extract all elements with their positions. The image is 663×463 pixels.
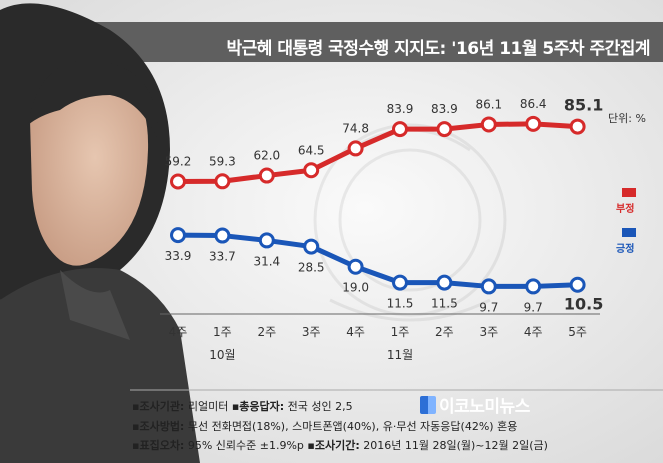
data-label-positive: 11.5 [431, 297, 458, 311]
data-point-negative [258, 167, 275, 184]
x-tick-label: 2주 [257, 325, 276, 339]
data-label-positive: 28.5 [298, 261, 325, 275]
data-label-positive: 9.7 [479, 300, 498, 314]
data-point-positive [525, 278, 542, 295]
data-label-positive: 19.0 [342, 281, 369, 295]
data-label-negative: 85.1 [564, 96, 603, 115]
footnote-line-2: ▪조사방법: 무선 전화면접(18%), 스마트폰앱(40%), 유·무선 자동… [132, 418, 517, 434]
month-label: 10월 [209, 348, 235, 362]
legend-label-positive: 긍정 [616, 244, 635, 255]
data-point-positive [392, 274, 408, 291]
data-point-negative [214, 173, 231, 190]
x-tick-label: 3주 [479, 325, 498, 339]
data-point-positive [303, 238, 320, 255]
chart-title: 박근혜 대통령 국정수행 지지도: '16년 11월 5주차 주간집계 [226, 39, 650, 59]
data-point-positive [258, 232, 275, 249]
footnote-key: ▪조사기관: [132, 400, 185, 413]
data-point-negative [525, 115, 542, 132]
data-label-negative: 59.3 [209, 154, 236, 168]
data-point-negative [392, 121, 408, 138]
series-line-negative [175, 121, 581, 184]
logo-text: 이코노미뉴스 [439, 397, 530, 417]
data-label-negative: 62.0 [253, 149, 280, 163]
footnote-key: ▪표집오차: [132, 439, 185, 452]
x-tick-label: 4주 [169, 325, 188, 339]
x-tick-label: 2주 [435, 325, 454, 339]
footnote-text: 리얼미터 [184, 400, 232, 413]
footnote-line-1: ▪조사기관: 리얼미터 ▪총응답자: 전국 성인 2,5 [132, 398, 353, 414]
data-label-positive: 11.5 [387, 297, 414, 311]
data-label-positive: 31.4 [253, 254, 280, 268]
data-label-positive: 33.7 [209, 250, 236, 264]
portrait-image [0, 3, 200, 463]
data-point-positive [214, 227, 231, 244]
legend-item-negative: 부정 [616, 188, 636, 215]
legend-swatch-positive [622, 228, 636, 237]
data-point-negative [303, 162, 320, 179]
data-label-positive: 9.7 [524, 300, 543, 314]
unit-label: 단위: % [608, 112, 646, 125]
legend-label-negative: 부정 [616, 204, 635, 215]
data-label-negative: 83.9 [387, 102, 414, 116]
x-tick-label: 1주 [391, 325, 410, 339]
footnote-text: 무선 전화면접(18%), 스마트폰앱(40%), 유·무선 자동응답(42%)… [184, 420, 518, 433]
data-label-positive: 33.9 [165, 249, 192, 263]
data-point-positive [347, 258, 364, 275]
data-point-positive [569, 276, 586, 293]
data-label-negative: 83.9 [431, 102, 458, 116]
emblem-watermark [313, 123, 507, 322]
data-label-negative: 86.4 [520, 97, 547, 111]
x-tick-label: 4주 [346, 325, 365, 339]
footnote-key: ▪조사방법: [132, 420, 185, 433]
footnote-key: ▪조사기간: [307, 439, 360, 452]
x-tick-label: 4주 [524, 325, 543, 339]
logo-mark-icon [420, 395, 436, 414]
data-label-negative: 74.8 [342, 121, 369, 135]
data-label-positive: 10.5 [564, 295, 603, 314]
publisher-logo: 이코노미뉴스 [420, 392, 530, 417]
data-point-negative [480, 116, 497, 133]
data-point-negative [436, 121, 453, 138]
data-point-positive [170, 227, 186, 244]
data-point-negative [347, 140, 364, 157]
data-point-positive [436, 274, 453, 291]
footnote-line-3: ▪표집오차: 95% 신뢰수준 ±1.9%p ▪조사기간: 2016년 11월 … [132, 437, 548, 453]
data-label-negative: 64.5 [298, 143, 325, 157]
month-label: 11월 [387, 348, 413, 362]
data-point-negative [569, 118, 586, 135]
footnote-text: 전국 성인 2,5 [284, 400, 353, 413]
footnote-key: ▪총응답자: [231, 400, 285, 413]
legend-item-positive: 긍정 [616, 228, 636, 255]
footnote-text: 95% 신뢰수준 ±1.9%p [184, 439, 308, 452]
x-tick-label: 5주 [568, 325, 587, 339]
data-label-negative: 86.1 [475, 97, 502, 111]
footnote-text: 2016년 11월 28일(월)~12월 2일(금) [359, 439, 548, 452]
data-point-positive [480, 278, 497, 295]
x-tick-label: 1주 [213, 325, 232, 339]
x-tick-label: 3주 [302, 325, 321, 339]
series-line-positive [175, 232, 581, 289]
data-label-negative: 59.2 [165, 154, 192, 168]
data-point-negative [170, 173, 186, 190]
legend-swatch-negative [622, 188, 636, 197]
